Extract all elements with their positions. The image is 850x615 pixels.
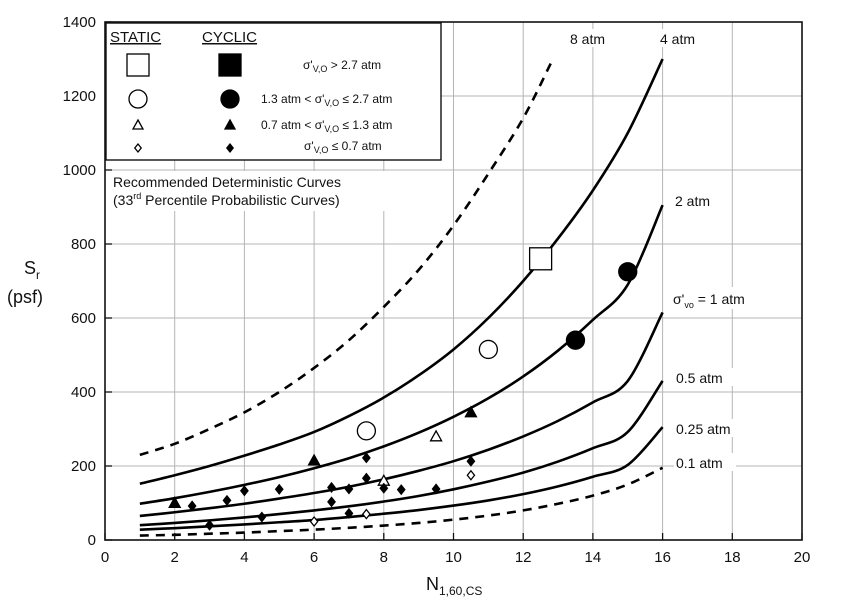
- y-tick-label: 400: [71, 384, 96, 401]
- curve-0.1-atm: [139, 466, 664, 537]
- data-point-diamond-solid: [239, 485, 249, 497]
- curve-label-01atm: 0.1 atm: [676, 455, 723, 471]
- legend-header-static: STATIC: [110, 29, 161, 46]
- legend-marker-diamond-solid: [225, 142, 235, 154]
- legend-row-diamond-label: σ'V,O ≤ 0.7 atm: [304, 139, 382, 155]
- data-point-triangle-solid: [307, 453, 321, 466]
- legend-markers: [126, 53, 242, 154]
- x-tick-label: 18: [724, 549, 741, 566]
- data-point-diamond-solid: [344, 483, 354, 495]
- label-bg-05atm: [674, 368, 736, 386]
- axes: 0 2 4 6 8 10 12 14 16 18 2002004006008001000120014…: [63, 14, 811, 566]
- x-tick-label: 14: [585, 549, 602, 566]
- curve-label-05atm: 0.5 atm: [676, 370, 723, 386]
- legend-row-triangle-label: 0.7 atm < σ'V,O ≤ 1.3 atm: [261, 118, 392, 134]
- y-tick-label: 0: [88, 532, 96, 549]
- y-axis-title: Sr (psf): [7, 258, 43, 307]
- data-point-diamond-solid: [187, 500, 197, 512]
- legend-marker-triangle-solid: [223, 118, 237, 130]
- data-point-diamond-solid: [379, 482, 389, 494]
- curve-label-8atm: 8 atm: [570, 31, 605, 47]
- data-point-circle-solid: [618, 262, 638, 282]
- x-tick-label: 4: [240, 549, 248, 566]
- data-point-diamond-open: [309, 515, 319, 528]
- x-tick-label: 8: [380, 549, 388, 566]
- data-point-diamond-solid: [396, 484, 406, 496]
- data-point-circle-solid: [565, 330, 586, 350]
- data-point-diamond-solid: [222, 494, 232, 506]
- legend-row-square-label: σ'V,O > 2.7 atm: [303, 58, 381, 74]
- data-point-circle-open: [478, 339, 499, 360]
- curve-label-025atm: 0.25 atm: [676, 421, 730, 437]
- curve-label-2atm: 2 atm: [675, 193, 710, 209]
- legend: STATIC CYCLIC σ'V,O > 2.7 atm 1.3 atm < …: [105, 22, 442, 161]
- data-points: [168, 247, 638, 531]
- x-tick-label: 12: [515, 549, 532, 566]
- data-point-diamond-solid: [205, 519, 214, 531]
- data-point-diamond-solid: [327, 481, 336, 494]
- label-bg-025atm: [674, 419, 748, 437]
- legend-marker-square-open: [126, 53, 150, 77]
- data-point-circle-open: [356, 421, 377, 441]
- curve-note-line2: (33rd Percentile Probabilistic Curves): [113, 191, 340, 208]
- curve-labels: 8 atm 4 atm 2 atm σ'vo = 1 atm 0.5 atm 0…: [568, 29, 778, 471]
- label-bg-4atm: [660, 29, 706, 47]
- x-tick-label: 2: [171, 549, 179, 566]
- data-point-diamond-solid: [431, 483, 441, 495]
- curve-0.25-atm: [139, 426, 664, 531]
- curve-note: Recommended Deterministic Curves (33rd P…: [109, 171, 401, 211]
- label-bg-8atm: [568, 29, 616, 47]
- x-axis-title: N1,60,CS: [426, 574, 482, 598]
- label-bg-2atm: [672, 191, 722, 209]
- data-point-triangle-open: [429, 429, 443, 442]
- curve-note-line1: Recommended Deterministic Curves: [113, 174, 341, 190]
- x-tick-label: 20: [794, 549, 811, 566]
- label-bg-1atm: [670, 287, 778, 309]
- data-point-diamond-solid: [361, 472, 371, 484]
- curve-8-atm: [139, 62, 553, 457]
- legend-row-circle-label: 1.3 atm < σ'V,O ≤ 2.7 atm: [261, 92, 392, 108]
- y-axis-label-main: Sr: [24, 258, 40, 282]
- legend-marker-diamond-open: [133, 142, 143, 154]
- data-point-triangle-solid: [464, 405, 478, 418]
- data-point-diamond-solid: [327, 496, 336, 508]
- curve-label-1atm: σ'vo = 1 atm: [673, 291, 745, 310]
- x-tick-label: 6: [310, 549, 318, 566]
- curve-note-background: [109, 171, 401, 211]
- x-tick-label: 16: [654, 549, 671, 566]
- curve-2-atm: [139, 204, 664, 506]
- legend-marker-circle-open: [128, 89, 148, 109]
- legend-marker-triangle-open: [131, 118, 145, 130]
- legend-marker-square-solid: [218, 53, 242, 77]
- data-point-square-open: [528, 247, 553, 271]
- legend-header-cyclic: CYCLIC: [202, 29, 257, 46]
- data-point-diamond-solid: [466, 455, 476, 467]
- data-point-diamond-open: [361, 508, 371, 520]
- legend-box: [105, 22, 442, 161]
- y-axis-label-units: (psf): [7, 287, 43, 307]
- data-point-diamond-solid: [257, 511, 267, 523]
- y-tick-label: 1400: [63, 14, 96, 31]
- data-point-triangle-solid: [168, 496, 182, 509]
- curve-label-4atm: 4 atm: [660, 31, 695, 47]
- curve-0.5-atm: [139, 380, 664, 527]
- curve--vo-1-atm: [139, 311, 664, 518]
- y-tick-label: 600: [71, 310, 96, 327]
- data-point-diamond-solid: [274, 483, 284, 495]
- y-tick-label: 800: [71, 236, 96, 253]
- y-tick-label: 1200: [63, 88, 96, 105]
- data-point-diamond-solid: [361, 452, 371, 464]
- curve-4-atm: [139, 58, 664, 486]
- legend-marker-circle-solid: [220, 89, 240, 109]
- y-tick-label: 1000: [63, 162, 96, 179]
- x-tick-label: 10: [445, 549, 462, 566]
- data-point-diamond-open: [466, 469, 476, 481]
- data-point-diamond-solid: [344, 507, 354, 519]
- label-bg-01atm: [674, 453, 736, 471]
- y-tick-label: 200: [71, 458, 96, 475]
- x-tick-label: 0: [101, 549, 109, 566]
- curves: [139, 58, 664, 537]
